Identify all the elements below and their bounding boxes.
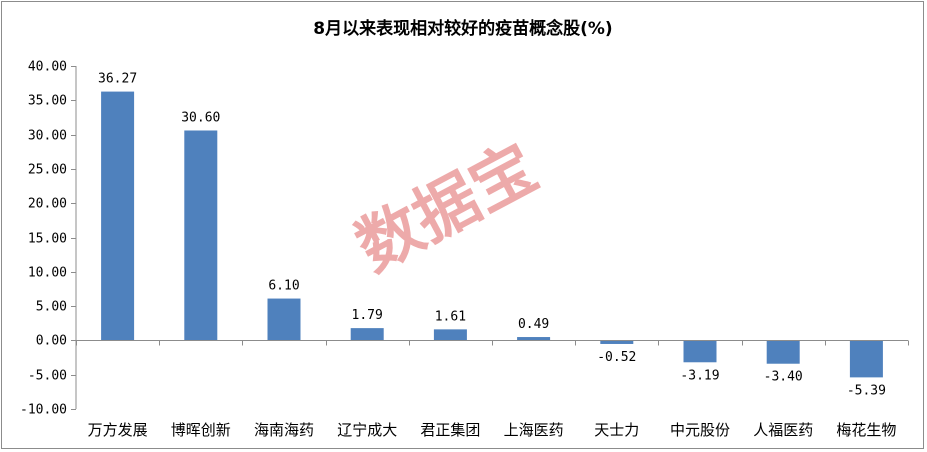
data-label: 30.60 (181, 110, 220, 125)
x-tick-label: 中元股份 (670, 421, 730, 439)
watermark-text: 数据宝 (345, 131, 549, 286)
data-label: -0.52 (597, 350, 636, 365)
data-label: -3.40 (764, 370, 803, 385)
y-tick-label: 5.00 (36, 300, 67, 315)
bar (267, 298, 301, 341)
data-label: 1.61 (435, 309, 466, 324)
y-tick-label: 30.00 (28, 129, 67, 144)
data-label: 1.79 (352, 308, 383, 323)
data-label: 0.49 (518, 317, 549, 332)
bar (849, 340, 883, 378)
y-tick-label: 15.00 (28, 232, 67, 247)
x-tick-label: 人福医药 (753, 421, 813, 439)
x-tick-label: 海南海药 (254, 421, 314, 439)
bar (517, 337, 551, 341)
data-label: -3.19 (680, 368, 719, 383)
data-label: 36.27 (98, 72, 137, 87)
chart-title: 8月以来表现相对较好的疫苗概念股(%) (313, 18, 612, 39)
plot-area: 40.00 35.00 30.00 25.00 20.00 15.00 10.00 5.00 0… (20, 60, 909, 439)
x-tick-label: 博晖创新 (171, 421, 231, 439)
y-tick-label: 20.00 (28, 197, 67, 212)
x-tick-label: 天士力 (594, 421, 639, 439)
bar (433, 329, 467, 341)
y-tick-label: 10.00 (28, 266, 67, 281)
bar (766, 340, 800, 364)
bar (600, 340, 634, 344)
x-tick-label: 上海医药 (504, 421, 564, 439)
data-label: -5.39 (847, 383, 886, 398)
watermark: 数据宝 (345, 131, 549, 286)
y-tick-label: 0.00 (36, 334, 67, 349)
data-label: 6.10 (268, 279, 299, 294)
bar (683, 340, 717, 363)
y-tick-label: 35.00 (28, 94, 67, 109)
bar (101, 91, 135, 341)
y-tick-label: -5.00 (28, 369, 67, 384)
bar (184, 130, 218, 341)
x-tick-label: 万方发展 (88, 421, 148, 439)
x-tick-label: 辽宁成大 (337, 421, 397, 439)
bar (350, 328, 384, 341)
x-tick-label: 梅花生物 (836, 421, 896, 439)
x-tick-label: 君正集团 (420, 421, 480, 439)
y-tick-label: 40.00 (28, 60, 67, 75)
y-tick-label: -10.00 (20, 403, 67, 418)
y-tick-label: 25.00 (28, 163, 67, 178)
